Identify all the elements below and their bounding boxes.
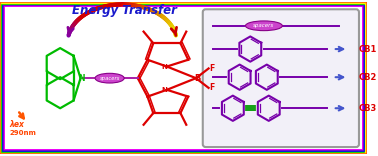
Text: N: N (161, 63, 167, 70)
Text: λex: λex (10, 120, 25, 129)
Ellipse shape (95, 73, 124, 83)
FancyBboxPatch shape (203, 9, 359, 147)
Text: N: N (78, 74, 85, 83)
Text: CB1: CB1 (359, 45, 377, 54)
Text: B: B (194, 74, 200, 83)
Text: CB2: CB2 (359, 73, 377, 82)
Text: N: N (161, 87, 167, 93)
Text: Energy Transfer: Energy Transfer (72, 4, 177, 17)
Text: spacers: spacers (253, 23, 274, 28)
Text: F: F (209, 83, 214, 92)
Text: F: F (209, 64, 214, 73)
Ellipse shape (245, 21, 282, 31)
Text: CB3: CB3 (359, 104, 377, 113)
Text: spacers: spacers (99, 76, 120, 81)
Text: 290nm: 290nm (10, 129, 37, 136)
